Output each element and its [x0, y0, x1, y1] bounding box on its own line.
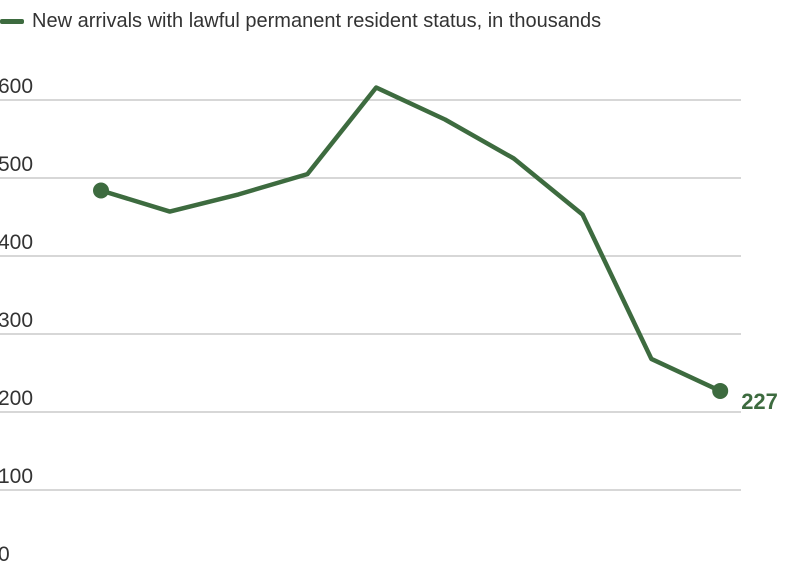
data-labels: 227 — [741, 389, 778, 414]
y-tick-label-100: 100 — [0, 465, 33, 488]
series-points — [93, 182, 729, 399]
start-point — [93, 182, 109, 199]
y-tick-label-300: 300 — [0, 309, 33, 332]
y-tick-label-200: 200 — [0, 387, 33, 410]
y-axis-ticks: 0 100 200 300 400 500 600 — [0, 75, 33, 563]
legend: New arrivals with lawful permanent resid… — [0, 6, 601, 36]
y-tick-label-400: 400 — [0, 231, 33, 254]
series-line — [98, 85, 723, 394]
end-point — [712, 382, 729, 399]
gridlines — [0, 99, 741, 491]
y-tick-label-500: 500 — [0, 153, 33, 176]
legend-swatch — [0, 18, 24, 24]
y-tick-label-600: 600 — [0, 75, 33, 98]
y-tick-label-0: 0 — [0, 543, 10, 563]
series-lines — [98, 85, 723, 394]
end-value-label: 227 — [741, 389, 778, 414]
legend-label: New arrivals with lawful permanent resid… — [32, 9, 602, 32]
